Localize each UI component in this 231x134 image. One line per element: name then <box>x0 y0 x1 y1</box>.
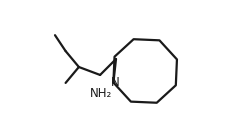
Text: N: N <box>111 76 119 89</box>
Text: NH₂: NH₂ <box>90 87 112 100</box>
